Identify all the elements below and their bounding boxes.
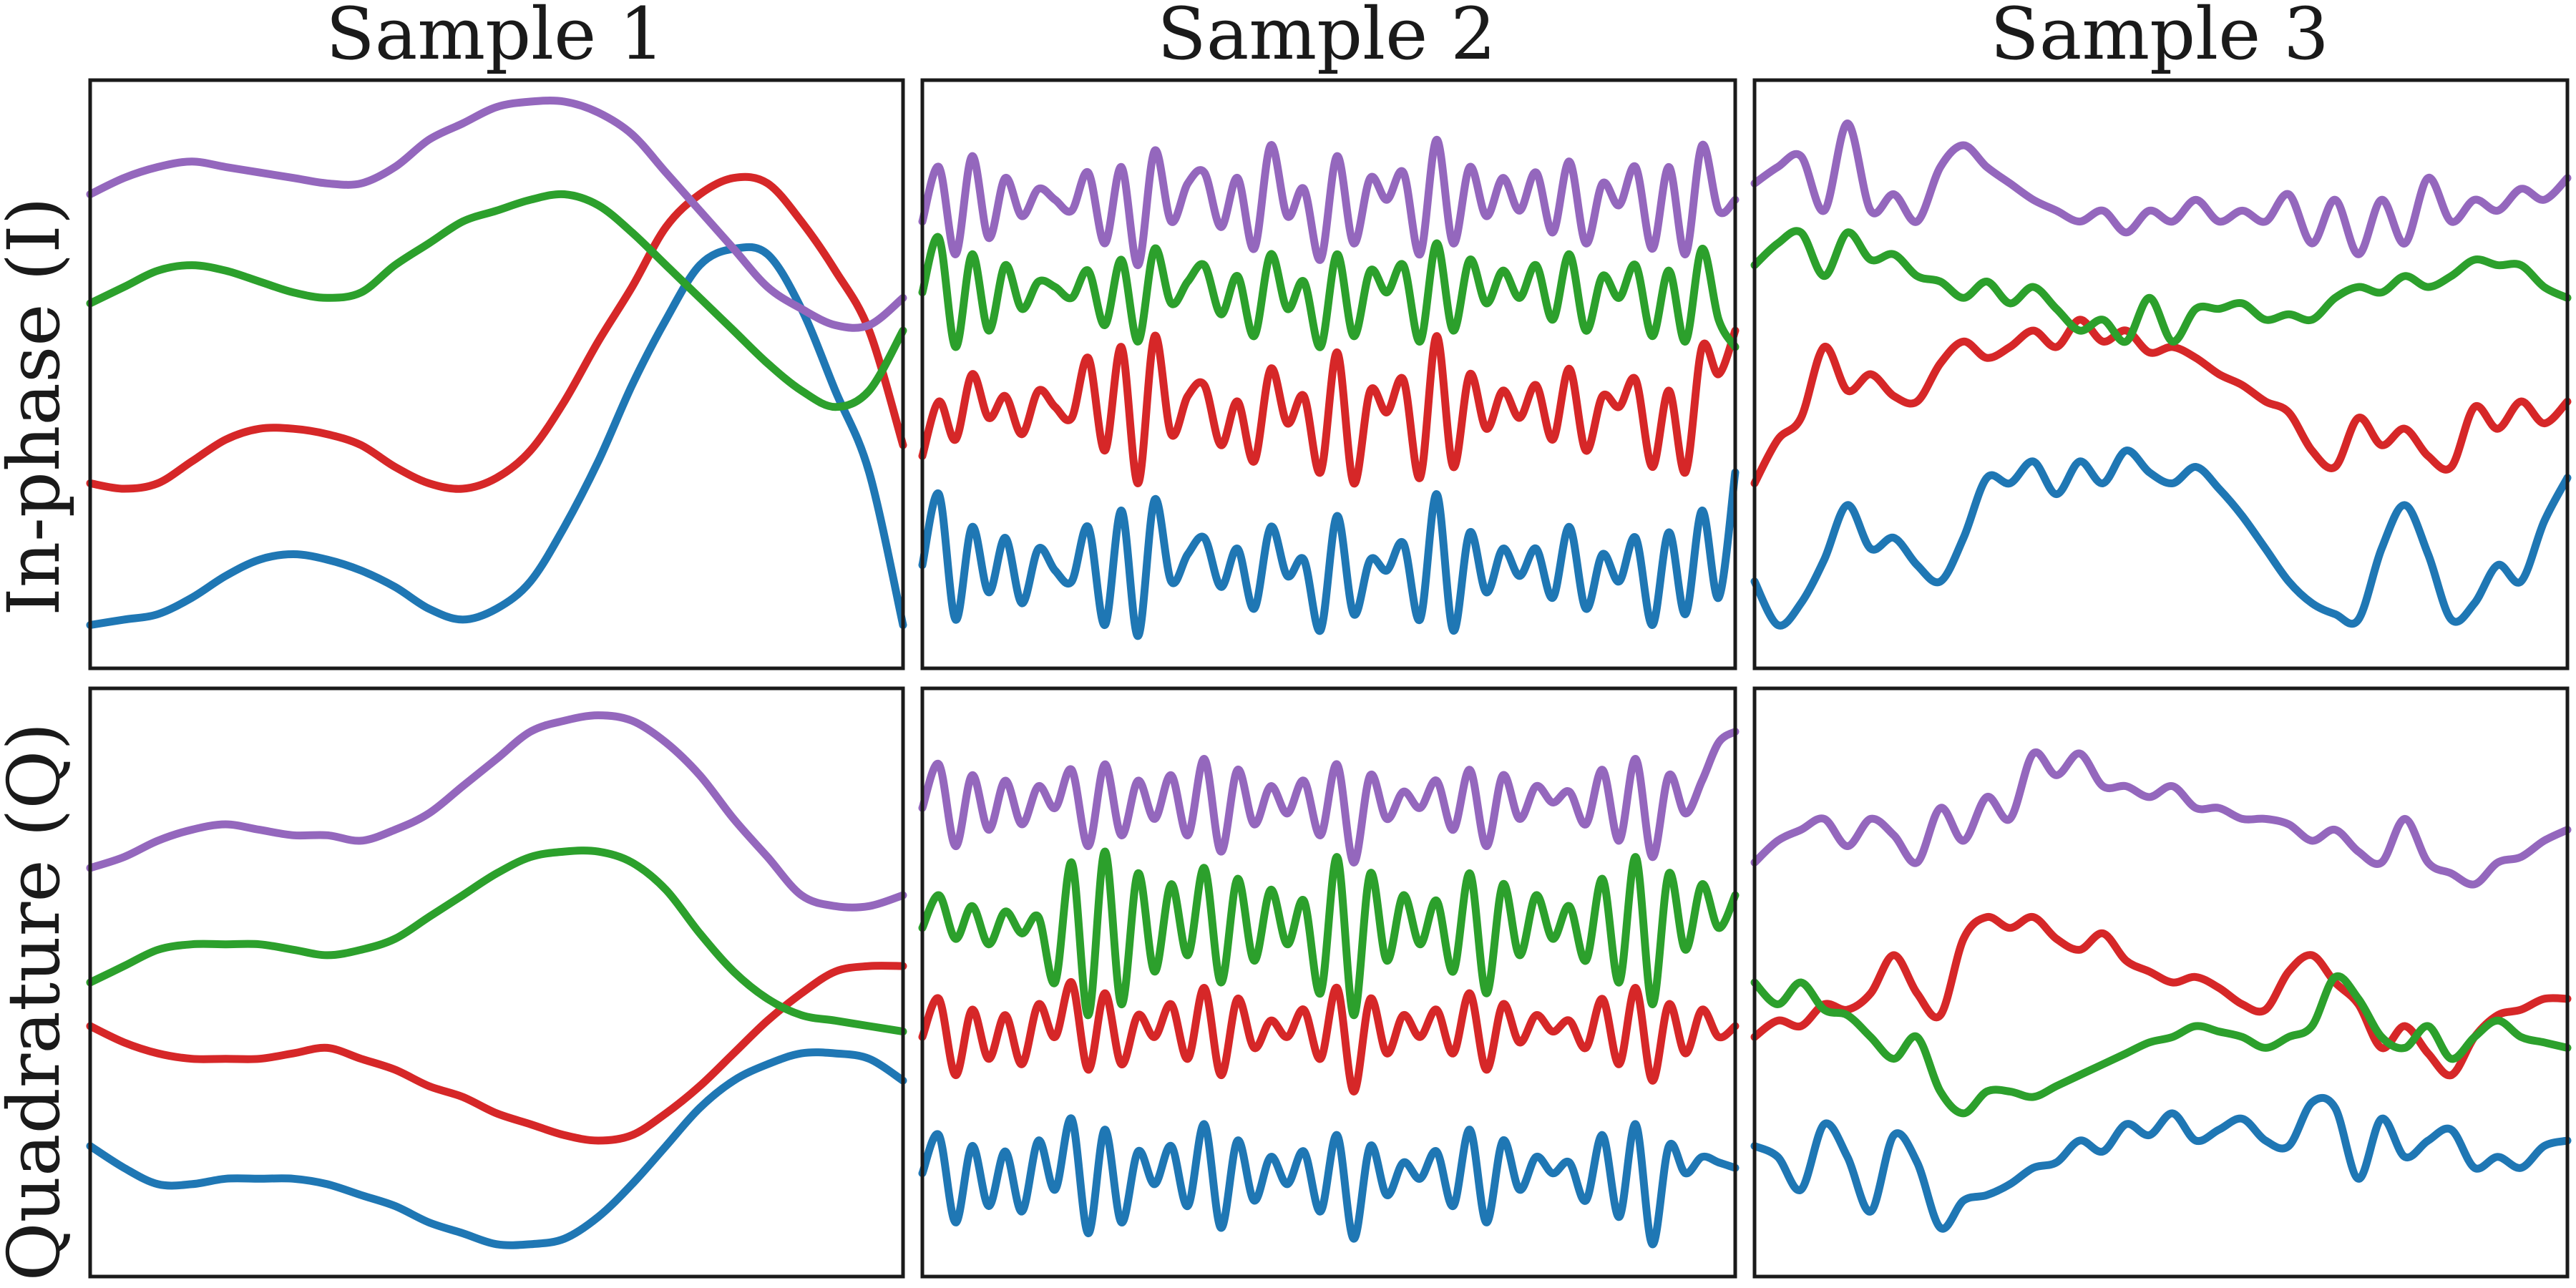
series-line-4 (918, 135, 1740, 270)
series-line-3 (1750, 972, 2572, 1118)
panel-sample-3-quadrature-q (1750, 686, 2572, 1279)
series-line-4 (918, 728, 1740, 867)
series-line-3 (918, 847, 1740, 1020)
series-line-3 (86, 847, 907, 1036)
row-label-in-phase: In-phase (I) (0, 197, 76, 616)
series-line-1 (1750, 1093, 2572, 1233)
panel-sample-2-quadrature-q (918, 686, 1740, 1279)
panel-frame (88, 78, 905, 670)
panel-sample-2-in-phase-i (918, 78, 1740, 670)
series-line-3 (918, 233, 1740, 351)
series-line-2 (1750, 316, 2572, 487)
series-line-4 (1750, 119, 2572, 258)
series-line-4 (86, 97, 907, 332)
series-line-2 (1750, 913, 2572, 1080)
panel-grid (86, 78, 2572, 1279)
series-line-1 (86, 243, 907, 629)
series-line-2 (86, 962, 907, 1145)
series-line-4 (1750, 748, 2572, 889)
series-line-2 (918, 326, 1740, 487)
series-line-2 (86, 172, 907, 493)
series-line-4 (86, 711, 907, 912)
series-line-2 (918, 978, 1740, 1096)
panel-sample-3-in-phase-i (1750, 78, 2572, 670)
panel-frame (88, 686, 905, 1279)
panel-frame (1752, 686, 2570, 1279)
series-line-1 (86, 1048, 907, 1249)
panel-frame (920, 78, 1737, 670)
series-line-3 (1750, 227, 2572, 346)
series-line-1 (918, 468, 1740, 640)
series-line-1 (1750, 447, 2572, 630)
panel-sample-1-quadrature-q (86, 686, 907, 1279)
column-title-sample-3: Sample 3 (1990, 0, 2329, 76)
panel-frame (1752, 78, 2570, 670)
panel-sample-1-in-phase-i (86, 78, 907, 670)
column-title-sample-1: Sample 1 (326, 0, 665, 76)
series-line-3 (86, 190, 907, 411)
column-title-sample-2: Sample 2 (1157, 0, 1496, 76)
row-label-quadrature: Quadrature (Q) (0, 723, 76, 1282)
panel-frame (920, 686, 1737, 1279)
series-line-1 (918, 1114, 1740, 1249)
